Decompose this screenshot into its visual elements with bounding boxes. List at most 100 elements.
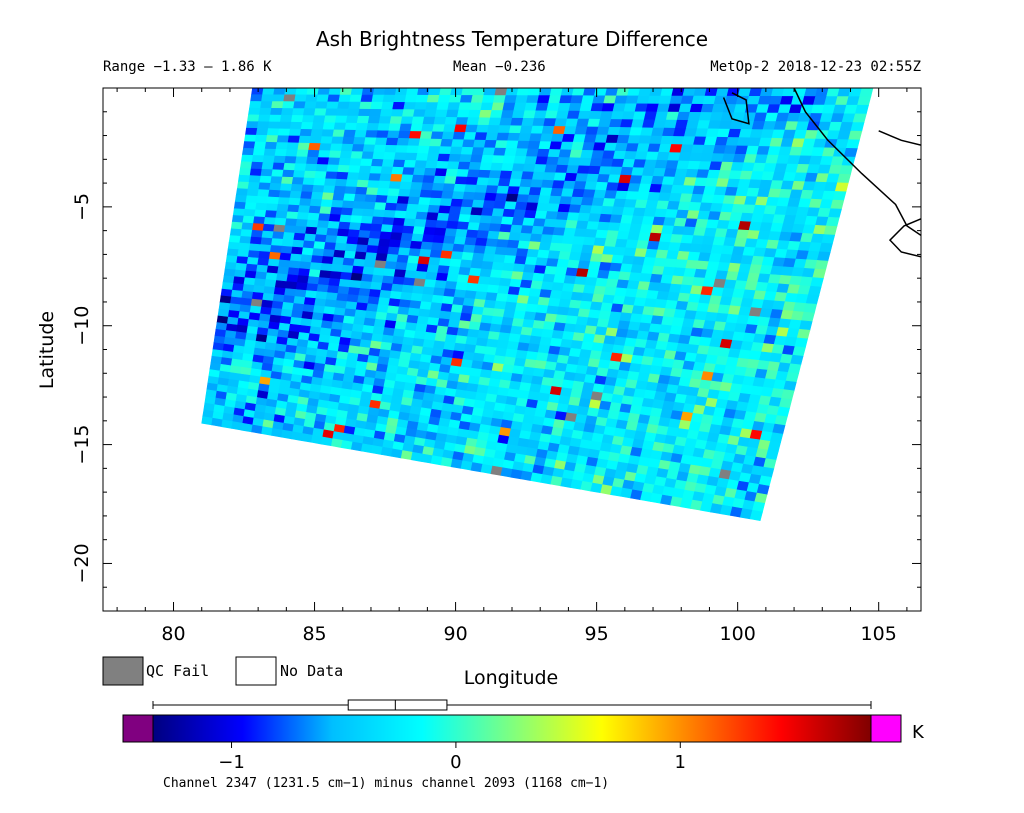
heatmap-cell [470,154,484,164]
heatmap-cell [269,245,283,254]
x-tick-label: 90 [443,623,467,645]
heatmap-cell [337,101,351,110]
heatmap-cell [409,300,422,310]
heatmap-cell [438,257,452,267]
heatmap-cell [669,95,684,105]
heatmap-cell [482,200,496,209]
heatmap-cell [293,232,306,242]
heatmap-cell [570,291,584,302]
heatmap-cell [410,451,423,462]
heatmap-cell [434,168,448,177]
heatmap-cell [338,94,352,103]
heatmap-cell [426,264,440,274]
heatmap-cell [416,315,430,326]
heatmap-cell [419,248,432,258]
heatmap-cell [602,150,616,160]
heatmap-cell [511,163,526,173]
heatmap-cell [296,275,310,284]
heatmap-cell [381,101,395,110]
heatmap-cell [426,153,440,162]
heatmap-cell [435,272,449,282]
heatmap-cell [279,252,292,262]
y-axis: −5 −10 −15 −20 [71,111,921,588]
heatmap-cell [612,103,627,113]
heatmap-cell [334,178,348,188]
heatmap-cell [358,230,371,239]
heatmap-cell [354,309,367,319]
heatmap-cell [638,88,652,97]
heatmap-cell [276,203,290,213]
heatmap-cell [383,209,397,219]
heatmap-cell [257,189,270,198]
heatmap-cell [365,187,379,196]
heatmap-cell [453,183,467,193]
heatmap-cell [260,101,273,109]
heatmap-cell [339,150,353,159]
heatmap-cell [452,296,466,306]
heatmap-cell [351,265,365,275]
heatmap-cell [590,103,604,112]
heatmap-cell [548,345,561,356]
heatmap-cell [443,288,457,298]
heatmap-cell [441,295,455,305]
heatmap-cell [610,352,623,363]
heatmap-cell [652,119,667,129]
heatmap-cell [366,303,379,313]
heatmap-cell [326,164,340,173]
heatmap-cell [470,207,484,216]
heatmap-cell [436,102,450,111]
heatmap-cell [412,285,425,295]
heatmap-cell [572,283,586,294]
heatmap-cell [607,126,621,136]
heatmap-cell [431,182,445,192]
heatmap-cell [510,271,524,281]
heatmap-cell [583,134,598,144]
heatmap-cell [573,181,587,190]
heatmap-cell [476,177,490,186]
heatmap-cell [372,267,386,277]
heatmap-cell [834,182,849,193]
heatmap-cell [561,379,575,390]
heatmap-cell [508,232,522,242]
heatmap-cell [794,337,808,348]
heatmap-cell [366,123,380,132]
heatmap-cell [521,171,535,181]
heatmap-cell [305,226,318,235]
heatmap-cell [339,88,353,96]
heatmap-cell [556,211,570,221]
heatmap-cell [263,217,277,226]
heatmap-cell [398,299,412,309]
heatmap-cell [355,122,369,131]
heatmap-cell [343,250,357,260]
heatmap-cell [257,257,270,267]
heatmap-cell [405,88,420,96]
heatmap-cell [572,332,586,342]
heatmap-cell [528,288,542,298]
heatmap-cell [517,342,530,352]
heatmap-cell [253,141,267,150]
heatmap-cell [380,224,394,233]
heatmap-cell [251,424,264,434]
heatmap-cell [520,326,534,337]
heatmap-cell [249,168,263,177]
heatmap-cell [281,108,294,116]
heatmap-cell [386,253,399,263]
heatmap-cell [394,321,408,331]
heatmap-cell [505,247,519,257]
heatmap-cell [563,227,577,237]
heatmap-cell [257,121,270,129]
heatmap-cell [354,129,368,138]
heatmap-cell [610,303,624,314]
heatmap-cell [582,333,596,343]
heatmap-cell [529,233,543,243]
heatmap-cell [452,131,466,141]
heatmap-cell [678,103,693,113]
heatmap-cell [307,212,321,222]
heatmap-cell [512,263,526,273]
heatmap-cell [393,94,407,103]
heatmap-cell [374,260,387,270]
heatmap-cell [309,136,323,144]
heatmap-cell [594,375,608,386]
heatmap-cell [388,181,402,190]
heatmap-cell [388,239,402,249]
